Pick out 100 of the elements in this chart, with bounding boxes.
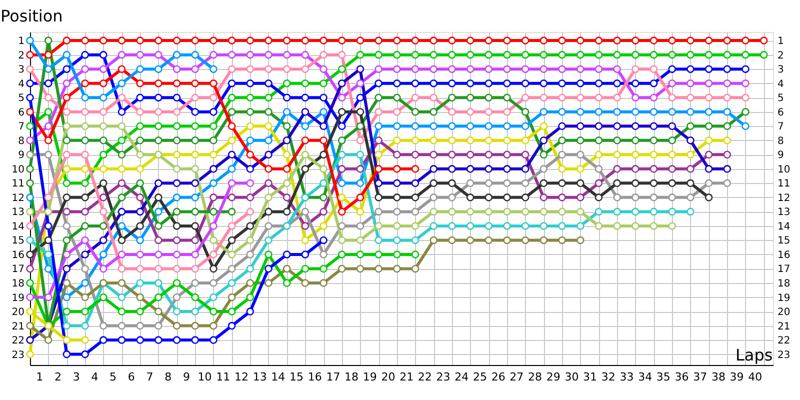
point (282, 208, 291, 216)
y2-tick-label: 7 (778, 122, 784, 133)
y-tick-label: 3 (18, 64, 24, 76)
point (686, 94, 694, 102)
point (172, 222, 181, 230)
point (118, 122, 126, 130)
point (191, 236, 199, 244)
point (594, 165, 603, 173)
point (338, 108, 346, 116)
point (393, 136, 401, 144)
point (136, 79, 144, 88)
point (411, 108, 420, 116)
point (210, 236, 218, 244)
point (594, 79, 603, 88)
point (62, 194, 71, 202)
point (154, 79, 162, 88)
point (430, 194, 438, 202)
point (99, 179, 108, 188)
point (466, 236, 474, 244)
point (191, 122, 199, 130)
point (154, 36, 162, 44)
point (632, 65, 640, 73)
point (26, 36, 34, 44)
point (154, 279, 162, 287)
point (81, 293, 89, 302)
point (338, 236, 346, 244)
point (503, 108, 511, 116)
point (540, 79, 548, 88)
point (320, 36, 328, 44)
point (81, 150, 89, 159)
point (246, 50, 254, 59)
y-tick-label: 6 (18, 107, 24, 118)
y2-tick-label: 14 (778, 221, 790, 232)
point (448, 79, 456, 88)
point (576, 122, 584, 130)
point (264, 65, 272, 73)
point (338, 194, 346, 202)
x-tick-label: 6 (128, 370, 135, 384)
point (448, 94, 456, 102)
point (210, 250, 218, 258)
point (540, 208, 548, 216)
point (356, 50, 364, 59)
point (430, 150, 438, 159)
point (393, 236, 401, 244)
point (99, 236, 108, 244)
point (301, 79, 310, 88)
point (338, 150, 346, 159)
point (704, 65, 713, 73)
point (632, 150, 640, 159)
point (686, 165, 694, 173)
y-tick-label: 9 (18, 150, 24, 162)
point (136, 122, 144, 130)
point (613, 222, 621, 230)
y-tick-label: 4 (18, 78, 24, 90)
point (594, 122, 603, 130)
point (686, 79, 694, 88)
point (540, 136, 548, 144)
point (172, 36, 181, 44)
point (484, 208, 493, 216)
point (154, 94, 162, 102)
point (44, 65, 52, 73)
point (136, 50, 144, 59)
point (411, 65, 420, 73)
point (466, 122, 474, 130)
point (484, 150, 493, 159)
y2-tick-label: 19 (778, 292, 790, 304)
point (668, 65, 676, 73)
point (118, 179, 126, 188)
point (26, 108, 34, 116)
point (264, 208, 272, 216)
x-tick-label: 17 (326, 370, 340, 384)
point (650, 222, 658, 230)
point (448, 150, 456, 159)
point (338, 79, 346, 88)
point (26, 336, 34, 344)
point (172, 50, 181, 59)
point (356, 264, 364, 273)
point (430, 236, 438, 244)
point (356, 222, 364, 230)
point (154, 179, 162, 188)
point (594, 94, 603, 102)
point (521, 136, 530, 144)
point (411, 50, 420, 59)
point (246, 94, 254, 102)
point (613, 165, 621, 173)
point (136, 150, 144, 159)
point (118, 236, 126, 244)
point (62, 222, 71, 230)
point (320, 108, 328, 116)
point (723, 150, 732, 159)
point (411, 150, 420, 159)
point (118, 65, 126, 73)
point (686, 50, 694, 59)
point (210, 293, 218, 302)
point (594, 36, 603, 44)
point (154, 322, 162, 330)
point (393, 108, 401, 116)
point (44, 236, 52, 244)
point (26, 250, 34, 258)
point (44, 122, 52, 130)
